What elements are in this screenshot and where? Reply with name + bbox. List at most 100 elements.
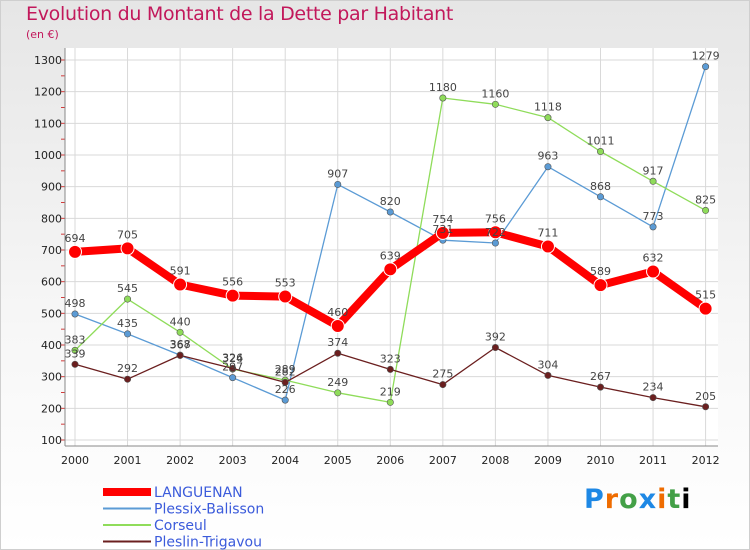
data-label: 498 <box>65 297 86 310</box>
data-point <box>386 208 394 216</box>
data-point <box>544 163 552 171</box>
data-point <box>229 374 237 382</box>
data-point <box>488 225 503 240</box>
x-tick-label: 2001 <box>114 454 142 467</box>
data-point <box>278 289 293 304</box>
data-point <box>383 262 398 277</box>
data-label: 339 <box>65 347 86 360</box>
legend: LANGUENANPlessix-BalissonCorseulPleslin-… <box>103 485 264 550</box>
data-label: 304 <box>537 358 558 371</box>
data-label: 282 <box>275 365 296 378</box>
data-point <box>334 349 342 357</box>
data-label: 275 <box>432 368 453 381</box>
data-label: 722 <box>485 226 506 239</box>
data-point <box>596 383 604 391</box>
data-point <box>229 364 237 372</box>
data-label: 756 <box>485 212 506 225</box>
data-label: 460 <box>327 306 348 319</box>
y-tick-label: 1000 <box>34 149 62 162</box>
data-label: 435 <box>117 317 138 330</box>
data-point <box>330 319 345 333</box>
data-point <box>386 365 394 373</box>
data-label: 249 <box>327 376 348 389</box>
data-point <box>698 301 713 316</box>
data-label: 694 <box>65 232 86 245</box>
data-label: 226 <box>275 383 296 396</box>
data-point <box>702 206 710 214</box>
data-point <box>596 148 604 156</box>
legend-label: Pleslin-Trigavou <box>154 535 262 550</box>
data-label: 705 <box>117 228 138 241</box>
data-label: 711 <box>537 227 558 240</box>
y-tick-label: 500 <box>41 307 62 320</box>
data-label: 545 <box>117 282 138 295</box>
data-label: 1160 <box>481 87 509 100</box>
data-label: 591 <box>170 265 191 278</box>
y-tick-label: 700 <box>41 244 62 257</box>
data-point <box>176 351 184 359</box>
data-label: 773 <box>643 210 664 223</box>
data-label: 589 <box>590 265 611 278</box>
data-label: 392 <box>485 331 506 344</box>
logo-letter: i <box>657 484 668 515</box>
x-tick-label: 2003 <box>219 454 247 467</box>
data-label: 907 <box>327 167 348 180</box>
x-tick-label: 2002 <box>166 454 194 467</box>
chart-subtitle: (en €) <box>26 28 59 41</box>
data-point <box>120 241 135 256</box>
data-point <box>540 239 555 254</box>
data-point <box>71 360 79 368</box>
y-tick-label: 300 <box>41 371 62 384</box>
data-label: 556 <box>222 276 243 289</box>
data-label: 267 <box>590 370 611 383</box>
data-point <box>281 378 289 386</box>
data-label: 368 <box>170 338 191 351</box>
data-label: 324 <box>222 352 243 365</box>
y-tick-label: 1300 <box>34 54 62 67</box>
series-area <box>68 63 713 411</box>
data-label: 219 <box>380 385 401 398</box>
data-point <box>439 381 447 389</box>
logo-letter: t <box>667 484 682 515</box>
data-point <box>491 100 499 108</box>
legend-label: LANGUENAN <box>154 485 243 501</box>
data-label: 639 <box>380 249 401 262</box>
data-point <box>646 264 661 279</box>
data-point <box>702 63 710 71</box>
data-point <box>334 180 342 188</box>
data-label: 820 <box>380 195 401 208</box>
x-tick-label: 2011 <box>639 454 667 467</box>
chart-title: Evolution du Montant de la Dette par Hab… <box>26 3 454 25</box>
data-point <box>544 371 552 379</box>
x-tick-label: 2008 <box>481 454 509 467</box>
data-point <box>439 94 447 102</box>
y-tick-label: 900 <box>41 181 62 194</box>
y-tick-label: 1200 <box>34 86 62 99</box>
data-point <box>649 394 657 402</box>
data-point <box>173 277 188 292</box>
data-label: 323 <box>380 352 401 365</box>
data-point <box>176 328 184 336</box>
x-tick-label: 2007 <box>429 454 457 467</box>
grid <box>65 48 718 446</box>
logo-letter: i <box>681 484 692 515</box>
data-point <box>68 244 82 259</box>
legend-label: Plessix-Balisson <box>154 502 264 518</box>
x-tick-label: 2012 <box>692 454 720 467</box>
data-point <box>124 375 132 383</box>
data-label: 326 <box>222 351 243 364</box>
data-point <box>124 330 132 338</box>
legend-label: Corseul <box>154 518 207 534</box>
x-tick-label: 2000 <box>61 454 89 467</box>
data-point <box>124 295 132 303</box>
data-label: 1279 <box>692 50 720 63</box>
proxiti-logo: Proxiti <box>584 484 692 515</box>
data-point <box>71 310 79 318</box>
x-tick-label: 2004 <box>271 454 299 467</box>
data-label: 825 <box>695 193 716 206</box>
axes: 100 200 300 400 500 600 700 800 900 1000 1100 1200 1… <box>34 48 720 467</box>
data-label: 383 <box>65 333 86 346</box>
data-point <box>491 344 499 352</box>
data-label: 292 <box>117 362 138 375</box>
